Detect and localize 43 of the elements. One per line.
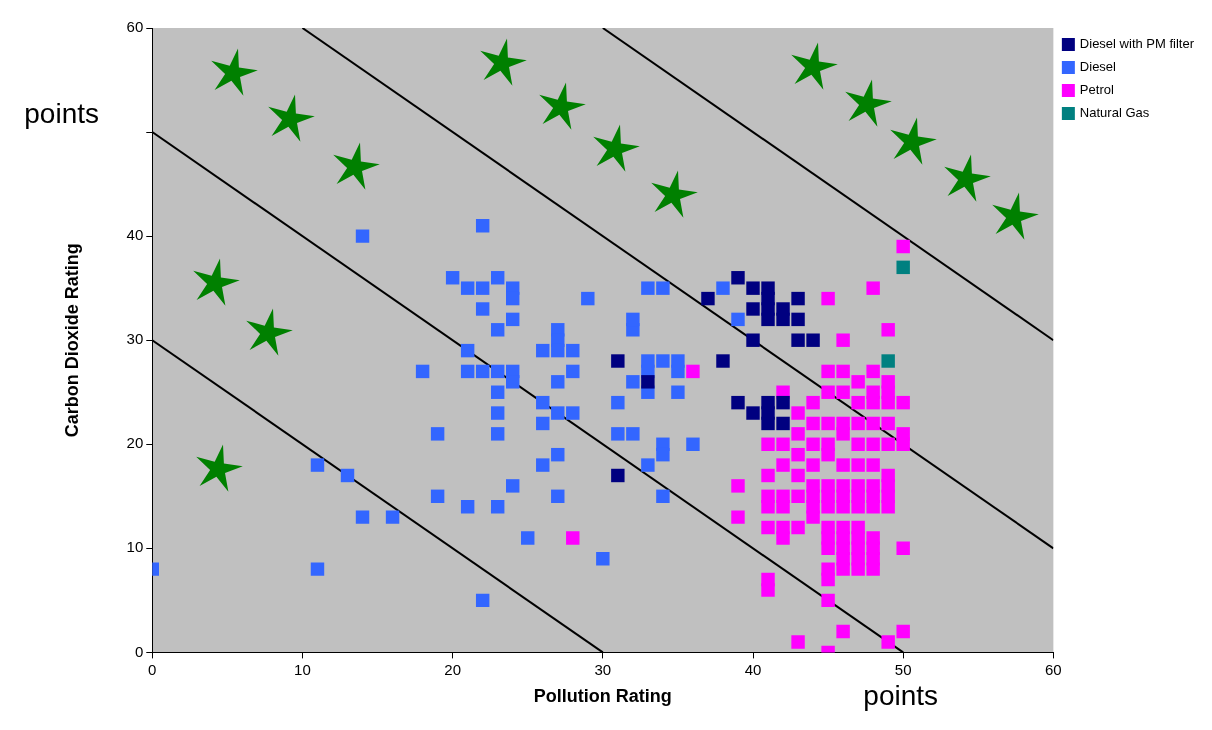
x-tick-label: 50 [894, 660, 912, 678]
legend-label: Natural Gas [1079, 105, 1150, 121]
point [701, 291, 715, 306]
point [746, 406, 760, 420]
x-tick-label: 0 [148, 660, 157, 678]
y-tick-label: 40 [126, 226, 144, 244]
x-tick-label: 40 [744, 660, 762, 678]
y-tick-label: 20 [126, 434, 144, 452]
point [806, 333, 820, 347]
point [731, 395, 745, 410]
text: points [863, 680, 939, 713]
legend-label: Petrol [1079, 82, 1114, 98]
point [746, 302, 760, 316]
x-tick-label: 20 [444, 660, 461, 678]
y-axis-title: Carbon Dioxide Rating [61, 243, 82, 438]
point [746, 281, 760, 295]
point [896, 260, 910, 275]
legend-label: Diesel with PM filter [1079, 36, 1195, 52]
text: points [24, 98, 99, 130]
point [881, 354, 895, 368]
point [776, 416, 790, 431]
point [761, 416, 775, 431]
point [776, 312, 790, 327]
x-tick-label: 10 [294, 660, 311, 678]
point [791, 333, 805, 347]
x-axis-title: Pollution Rating [533, 686, 672, 707]
y-tick-label: 60 [126, 18, 144, 36]
point [611, 354, 625, 368]
point [776, 395, 790, 410]
legend-label: Diesel [1079, 59, 1117, 75]
point [641, 375, 655, 389]
y-tick-label: 30 [126, 330, 144, 348]
x-tick-label: 60 [1045, 660, 1062, 678]
point [746, 333, 760, 347]
point [716, 354, 730, 368]
y-tick-label: 10 [126, 538, 144, 556]
point [791, 312, 805, 327]
point [731, 271, 745, 285]
x-tick-label: 30 [594, 660, 612, 678]
y-tick-label: 0 [134, 642, 144, 660]
point [611, 468, 625, 483]
point [791, 291, 805, 306]
point [761, 312, 775, 327]
